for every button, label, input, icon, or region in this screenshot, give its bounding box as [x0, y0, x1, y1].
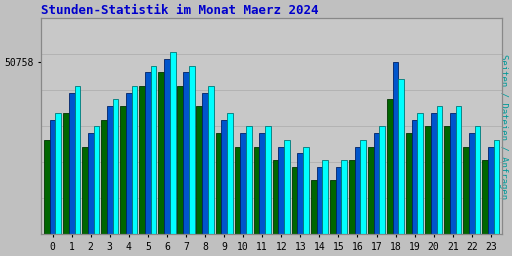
Bar	[412, 120, 417, 256]
Bar	[240, 133, 246, 256]
Bar	[120, 106, 126, 256]
Bar	[463, 146, 469, 256]
Bar	[216, 133, 221, 256]
Bar	[273, 160, 279, 256]
Bar	[335, 167, 342, 256]
Bar	[221, 120, 227, 256]
Bar	[368, 146, 374, 256]
Bar	[456, 106, 461, 256]
Bar	[50, 120, 55, 256]
Bar	[197, 106, 202, 256]
Bar	[208, 86, 214, 256]
Bar	[170, 52, 176, 256]
Bar	[417, 113, 423, 256]
Bar	[444, 126, 450, 256]
Bar	[246, 126, 252, 256]
Bar	[151, 66, 157, 256]
Bar	[164, 59, 170, 256]
Bar	[260, 133, 265, 256]
Bar	[469, 133, 475, 256]
Text: Stunden-Statistik im Monat Maerz 2024: Stunden-Statistik im Monat Maerz 2024	[41, 4, 318, 17]
Bar	[132, 86, 137, 256]
Bar	[316, 167, 322, 256]
Bar	[303, 146, 309, 256]
Bar	[75, 86, 80, 256]
Bar	[311, 180, 316, 256]
Bar	[398, 79, 404, 256]
Bar	[450, 113, 456, 256]
Bar	[355, 146, 360, 256]
Bar	[183, 72, 189, 256]
Bar	[393, 61, 398, 256]
Bar	[297, 153, 303, 256]
Bar	[145, 72, 151, 256]
Bar	[55, 113, 61, 256]
Bar	[101, 120, 107, 256]
Bar	[88, 133, 94, 256]
Bar	[475, 126, 480, 256]
Bar	[82, 146, 88, 256]
Bar	[379, 126, 385, 256]
Bar	[360, 140, 366, 256]
Bar	[488, 146, 494, 256]
Bar	[126, 92, 132, 256]
Bar	[94, 126, 99, 256]
Y-axis label: Seiten / Dateien / Anfragen: Seiten / Dateien / Anfragen	[499, 54, 508, 199]
Bar	[265, 126, 271, 256]
Bar	[482, 160, 488, 256]
Bar	[279, 146, 284, 256]
Bar	[387, 99, 393, 256]
Bar	[189, 66, 195, 256]
Bar	[69, 92, 75, 256]
Bar	[113, 99, 118, 256]
Bar	[342, 160, 347, 256]
Bar	[425, 126, 431, 256]
Bar	[63, 113, 69, 256]
Bar	[227, 113, 232, 256]
Bar	[253, 146, 260, 256]
Bar	[437, 106, 442, 256]
Bar	[107, 106, 113, 256]
Bar	[284, 140, 290, 256]
Bar	[374, 133, 379, 256]
Bar	[158, 72, 164, 256]
Bar	[234, 146, 240, 256]
Bar	[292, 167, 297, 256]
Bar	[44, 140, 50, 256]
Bar	[322, 160, 328, 256]
Bar	[330, 180, 335, 256]
Bar	[349, 160, 355, 256]
Bar	[178, 86, 183, 256]
Bar	[431, 113, 437, 256]
Bar	[202, 92, 208, 256]
Bar	[139, 86, 145, 256]
Bar	[494, 140, 499, 256]
Bar	[406, 133, 412, 256]
